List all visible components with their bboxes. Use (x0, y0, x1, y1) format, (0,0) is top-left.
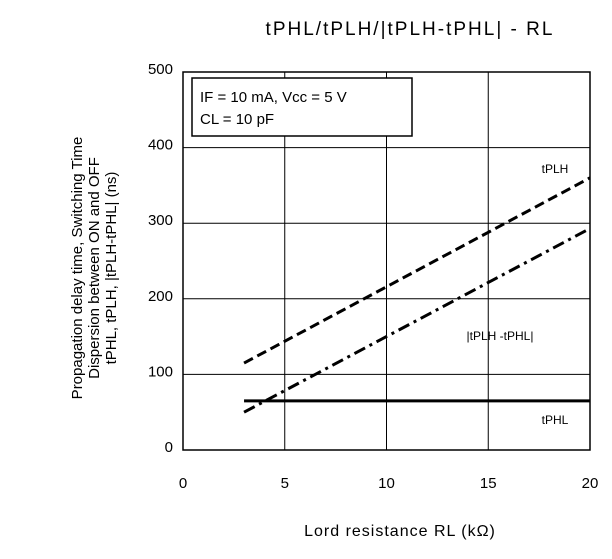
series-line (243, 176, 591, 365)
y-tick-label: 500 (148, 61, 173, 78)
y-tick-label: 400 (148, 137, 173, 154)
annotation: CL = 10 pF (200, 111, 274, 128)
series-label: tPHL (542, 413, 569, 427)
y-axis-label: Propagation delay time, Switching Time D… (69, 137, 120, 400)
x-tick-label: 15 (480, 475, 497, 492)
series-label: tPLH (542, 162, 569, 176)
y-tick-label: 200 (148, 288, 173, 305)
chart-title: tPHL/tPLH/|tPLH-tPHL| - RL (266, 19, 555, 40)
x-tick-label: 20 (582, 475, 599, 492)
annotation-box (191, 77, 413, 137)
x-axis-label: Lord resistance RL (kΩ) (304, 523, 496, 540)
x-tick-label: 0 (179, 475, 187, 492)
y-axis-label-line: Dispersion between ON and OFF (86, 157, 103, 379)
y-axis-label-line: tPHL, tPLH, |tPLH-tPHL| (ns) (103, 172, 120, 365)
series-label: |tPLH -tPHL| (467, 329, 534, 343)
y-tick-label: 300 (148, 212, 173, 229)
x-tick-label: 5 (281, 475, 289, 492)
series-line (243, 227, 591, 414)
y-axis-label-line: Propagation delay time, Switching Time (69, 137, 86, 400)
y-tick-label: 100 (148, 363, 173, 380)
x-tick-label: 10 (378, 475, 395, 492)
annotation: IF = 10 mA, Vcc = 5 V (200, 89, 347, 106)
y-tick-label: 0 (165, 439, 173, 456)
